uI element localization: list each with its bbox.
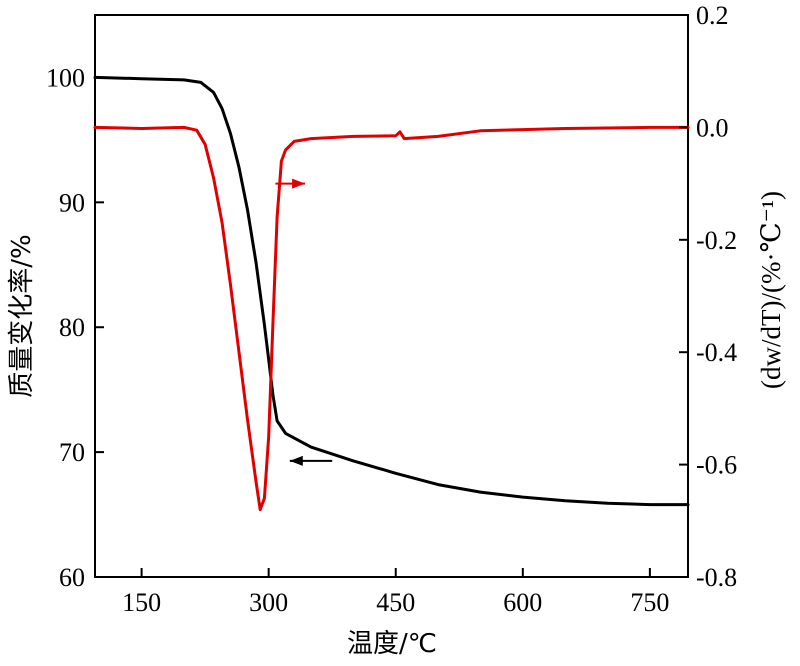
- x-tick-label: 750: [630, 588, 669, 617]
- dtg-curve-line: [93, 125, 690, 512]
- x-tick-label: 450: [376, 588, 415, 617]
- y-left-tick-label: 60: [59, 563, 85, 592]
- plot-border: [94, 14, 689, 578]
- arrow-head: [292, 178, 306, 189]
- x-axis-title: 温度/℃: [347, 629, 437, 659]
- arrow-head: [289, 455, 303, 466]
- y-axis-right-title: (dw/dT)/(%·℃⁻¹): [756, 191, 786, 389]
- series-layer: [93, 75, 690, 512]
- y-left-tick-label: 100: [46, 63, 85, 92]
- y-left-tick-label: 90: [59, 188, 85, 217]
- y-left-tick-label: 80: [59, 313, 85, 342]
- annotation-layer: [275, 178, 333, 466]
- arrow-to-left-axis: [289, 455, 333, 466]
- arrow-to-right-axis: [275, 178, 306, 189]
- x-tick-label: 300: [249, 588, 288, 617]
- y-left-tick-label: 70: [59, 438, 85, 467]
- y-right-tick-label: 0.0: [696, 113, 729, 142]
- y-axis-left-title: 质量变化率/%: [7, 234, 37, 397]
- x-tick-label: 600: [503, 588, 542, 617]
- y-right-tick-label: 0.2: [696, 1, 729, 30]
- x-tick-label: 150: [122, 588, 161, 617]
- y-right-tick-label: -0.2: [696, 226, 737, 255]
- y-right-tick-label: -0.4: [696, 338, 737, 367]
- y-right-tick-label: -0.6: [696, 451, 737, 480]
- ticks-layer: 150 300 450 600 750 60 70 80 90 100 -0.8 -0.6 -0.4 -0…: [46, 1, 737, 617]
- tg-curve-line: [93, 75, 690, 507]
- plot-frame: [94, 14, 689, 578]
- y-right-tick-label: -0.8: [696, 563, 737, 592]
